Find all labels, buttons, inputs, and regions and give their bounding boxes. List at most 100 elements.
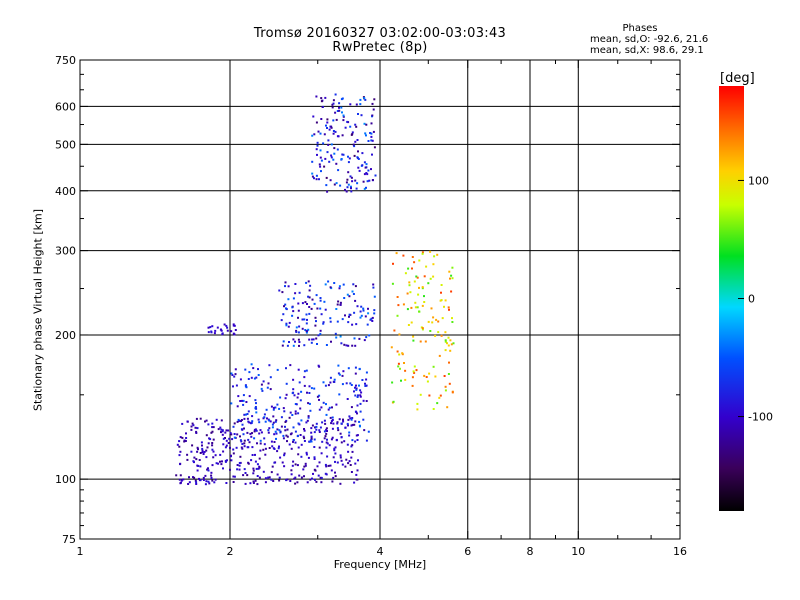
scatter-point <box>349 382 352 385</box>
scatter-point <box>222 437 225 440</box>
scatter-point <box>178 478 181 481</box>
scatter-point <box>334 332 337 335</box>
scatter-point <box>320 100 323 103</box>
scatter-point <box>242 433 245 436</box>
scatter-point <box>230 459 233 462</box>
scatter-point <box>364 166 367 169</box>
scatter-point <box>326 127 328 129</box>
scatter-point <box>185 437 188 439</box>
scatter-point <box>347 462 350 465</box>
scatter-point <box>236 405 239 408</box>
scatter-point <box>211 464 214 467</box>
scatter-point <box>197 448 199 451</box>
scatter-point <box>296 396 299 399</box>
scatter-point <box>421 286 424 289</box>
scatter-point <box>421 252 424 255</box>
scatter-point <box>239 455 242 458</box>
scatter-point <box>332 456 335 459</box>
scatter-point <box>236 468 239 471</box>
scatter-point <box>321 106 324 108</box>
scatter-point <box>238 468 241 471</box>
scatter-point <box>315 320 317 323</box>
scatter-point <box>365 186 367 189</box>
scatter-point <box>191 422 194 425</box>
scatter-point <box>432 263 435 266</box>
scatter-point <box>270 471 273 474</box>
scatter-point <box>447 344 450 347</box>
scatter-point <box>305 453 308 456</box>
scatter-point <box>373 98 376 101</box>
scatter-point <box>345 181 348 184</box>
scatter-point <box>406 308 409 311</box>
scatter-point <box>246 431 249 434</box>
scatter-point <box>432 275 435 278</box>
scatter-point <box>318 461 321 464</box>
scatter-point <box>247 410 250 413</box>
scatter-point <box>342 370 345 373</box>
scatter-point <box>207 469 210 472</box>
scatter-point <box>438 354 441 357</box>
scatter-point <box>413 371 416 374</box>
scatter-point <box>354 462 357 465</box>
scatter-point <box>205 419 208 422</box>
scatter-point <box>234 329 237 331</box>
scatter-point <box>268 427 271 430</box>
scatter-point <box>287 325 290 328</box>
y-tick-label: 750 <box>55 54 76 67</box>
scatter-point <box>318 398 320 401</box>
scatter-point <box>243 439 246 442</box>
scatter-point <box>210 431 213 434</box>
scatter-point <box>310 438 313 440</box>
scatter-point <box>444 339 447 342</box>
scatter-point <box>325 465 328 468</box>
scatter-point <box>318 408 321 411</box>
y-axis-label: Stationary phase Virtual Height [km] <box>31 208 45 412</box>
scatter-point <box>340 436 343 439</box>
stats-header: Phases <box>622 23 658 34</box>
scatter-point <box>220 431 222 434</box>
scatter-point <box>296 434 299 437</box>
scatter-point <box>365 439 368 442</box>
scatter-point <box>450 290 453 293</box>
scatter-point <box>286 478 289 481</box>
scatter-point <box>278 429 281 432</box>
scatter-point <box>443 375 446 377</box>
scatter-point <box>244 472 247 474</box>
scatter-point <box>267 429 270 432</box>
scatter-point <box>202 479 205 481</box>
scatter-point <box>234 368 237 371</box>
scatter-point <box>242 403 245 406</box>
scatter-point <box>342 283 345 286</box>
scatter-point <box>255 467 258 470</box>
scatter-point <box>343 297 346 299</box>
scatter-point <box>316 153 318 156</box>
scatter-point <box>307 402 310 405</box>
scatter-point <box>416 402 419 405</box>
scatter-point <box>364 382 366 385</box>
scatter-point <box>365 172 368 174</box>
scatter-point <box>320 406 323 409</box>
scatter-point <box>305 451 308 454</box>
scatter-point <box>354 372 357 375</box>
scatter-point <box>447 373 450 375</box>
scatter-point <box>295 329 298 332</box>
scatter-point <box>371 102 374 105</box>
scatter-point <box>255 407 258 410</box>
scatter-point <box>195 483 198 485</box>
scatter-point <box>310 440 313 443</box>
scatter-point <box>294 441 297 444</box>
scatter-point <box>352 293 355 295</box>
scatter-point <box>404 272 407 275</box>
scatter-point <box>311 477 313 480</box>
scatter-point <box>211 444 214 447</box>
chart-subtitle: RwPretec (8p) <box>332 40 428 55</box>
scatter-point <box>241 423 244 426</box>
scatter-point <box>317 474 320 477</box>
scatter-point <box>356 404 359 407</box>
scatter-point <box>354 440 357 443</box>
scatter-point <box>341 153 344 156</box>
scatter-point <box>316 395 319 398</box>
scatter-point <box>297 446 300 449</box>
scatter-point <box>423 301 426 303</box>
scatter-point <box>336 320 339 323</box>
